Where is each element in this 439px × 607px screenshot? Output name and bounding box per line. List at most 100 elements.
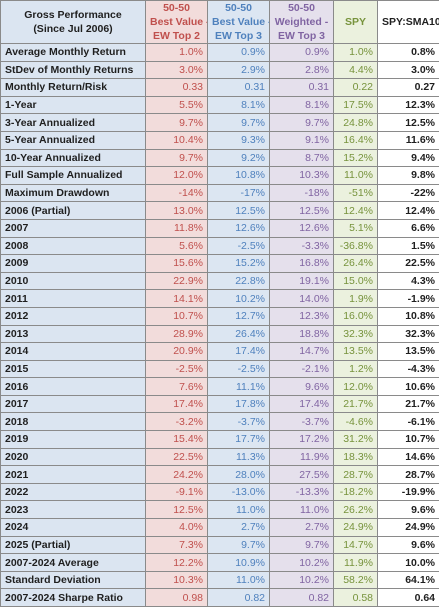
cell-best-value-top3: 11.3% [208, 448, 270, 466]
cell-spy: 26.2% [334, 501, 378, 519]
cell-weighted-top3: 12.3% [270, 307, 334, 325]
row-label: 2024 [1, 519, 146, 537]
cell-best-value-top3: 8.1% [208, 96, 270, 114]
row-label: 2018 [1, 413, 146, 431]
cell-best-value-top3: 9.7% [208, 114, 270, 132]
cell-spy: 5.1% [334, 219, 378, 237]
cell-weighted-top3: 18.8% [270, 325, 334, 343]
cell-best-value-top3: 12.6% [208, 219, 270, 237]
cell-best-value-top3: 10.8% [208, 167, 270, 185]
cell-best-value-top3: 12.7% [208, 307, 270, 325]
table-row: 2018-3.2%-3.7%-3.7%-4.6%-6.1% [1, 413, 439, 431]
cell-weighted-top3: 9.7% [270, 114, 334, 132]
cell-spy: 12.0% [334, 378, 378, 396]
cell-best-value-top3: 15.2% [208, 255, 270, 273]
cell-best-value-top3: 9.3% [208, 131, 270, 149]
cell-best-value-top2: 9.7% [146, 114, 208, 132]
cell-spy-sma10: 9.6% [378, 501, 439, 519]
cell-best-value-top2: 14.1% [146, 290, 208, 308]
cell-best-value-top2: 22.9% [146, 272, 208, 290]
cell-best-value-top2: 10.4% [146, 131, 208, 149]
cell-spy: 21.7% [334, 395, 378, 413]
cell-best-value-top3: 0.31 [208, 79, 270, 97]
cell-best-value-top2: 10.3% [146, 571, 208, 589]
column-header-line: Best Value - [150, 15, 203, 29]
cell-spy-sma10: 0.64 [378, 589, 439, 607]
row-label: 2020 [1, 448, 146, 466]
cell-spy-sma10: 32.3% [378, 325, 439, 343]
cell-spy-sma10: 10.8% [378, 307, 439, 325]
column-header-line: 50-50 [150, 1, 203, 15]
cell-best-value-top2: 15.4% [146, 431, 208, 449]
cell-spy: 11.9% [334, 554, 378, 572]
column-header-spy: SPY [334, 1, 378, 44]
table-row: 2022-9.1%-13.0%-13.3%-18.2%-19.9% [1, 483, 439, 501]
column-header-line: EW Top 3 [274, 29, 329, 43]
cell-spy: 24.8% [334, 114, 378, 132]
column-header-line: EW Top 2 [150, 29, 203, 43]
column-header-line: 50-50 [274, 1, 329, 15]
cell-spy-sma10: 21.7% [378, 395, 439, 413]
cell-weighted-top3: -3.7% [270, 413, 334, 431]
row-label: 2021 [1, 466, 146, 484]
cell-best-value-top2: 12.5% [146, 501, 208, 519]
cell-weighted-top3: 10.2% [270, 554, 334, 572]
cell-spy: 1.2% [334, 360, 378, 378]
cell-best-value-top3: 2.7% [208, 519, 270, 537]
row-label: 2019 [1, 431, 146, 449]
cell-weighted-top3: 17.2% [270, 431, 334, 449]
row-label: 2009 [1, 255, 146, 273]
cell-best-value-top3: 2.9% [208, 61, 270, 79]
cell-spy: 32.3% [334, 325, 378, 343]
cell-spy: 12.4% [334, 202, 378, 220]
row-label: 2014 [1, 343, 146, 361]
cell-weighted-top3: 8.1% [270, 96, 334, 114]
cell-weighted-top3: 0.9% [270, 44, 334, 62]
cell-spy: 24.9% [334, 519, 378, 537]
cell-weighted-top3: 9.7% [270, 536, 334, 554]
cell-spy-sma10: 13.5% [378, 343, 439, 361]
cell-best-value-top3: -3.7% [208, 413, 270, 431]
cell-spy: 15.2% [334, 149, 378, 167]
cell-best-value-top2: 24.2% [146, 466, 208, 484]
cell-spy: 1.9% [334, 290, 378, 308]
cell-weighted-top3: 16.8% [270, 255, 334, 273]
cell-spy: 0.58 [334, 589, 378, 607]
cell-spy-sma10: 9.6% [378, 536, 439, 554]
cell-weighted-top3: -13.3% [270, 483, 334, 501]
cell-best-value-top2: 5.5% [146, 96, 208, 114]
cell-best-value-top3: 11.0% [208, 571, 270, 589]
row-label: Monthly Return/Risk [1, 79, 146, 97]
column-header-line: SPY [338, 15, 373, 29]
cell-best-value-top2: 15.6% [146, 255, 208, 273]
cell-weighted-top3: 11.9% [270, 448, 334, 466]
cell-weighted-top3: 14.7% [270, 343, 334, 361]
cell-best-value-top2: 7.3% [146, 536, 208, 554]
cell-best-value-top2: 11.8% [146, 219, 208, 237]
row-label: 2025 (Partial) [1, 536, 146, 554]
cell-weighted-top3: 10.3% [270, 167, 334, 185]
header-row: Gross Performance (Since Jul 2006) 50-50… [1, 1, 439, 44]
cell-spy: 16.0% [334, 307, 378, 325]
cell-best-value-top2: 1.0% [146, 44, 208, 62]
row-label: 2015 [1, 360, 146, 378]
row-label: 2006 (Partial) [1, 202, 146, 220]
cell-spy-sma10: 28.7% [378, 466, 439, 484]
cell-best-value-top2: 5.6% [146, 237, 208, 255]
row-label: 2008 [1, 237, 146, 255]
cell-best-value-top3: 10.9% [208, 554, 270, 572]
cell-spy: 26.4% [334, 255, 378, 273]
cell-spy-sma10: 12.3% [378, 96, 439, 114]
row-label: 3-Year Annualized [1, 114, 146, 132]
